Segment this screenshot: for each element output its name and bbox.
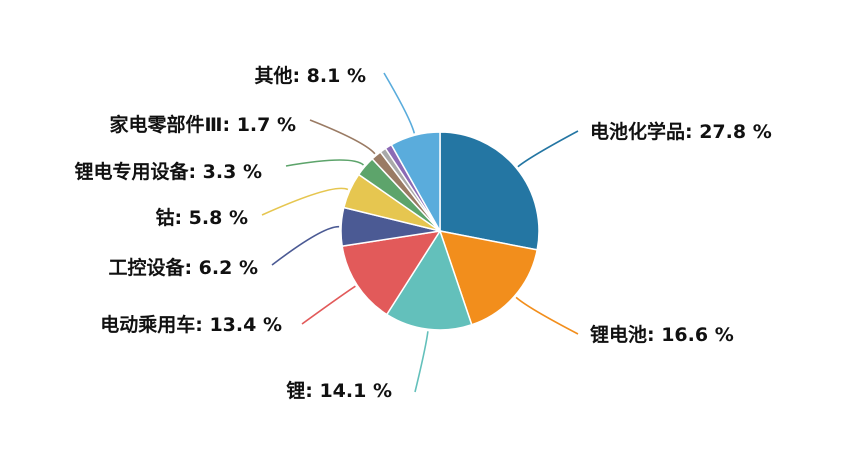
label-锂电专用设备: 锂电专用设备: 3.3 % [74,160,262,183]
leader-line [515,296,579,335]
leader-line [414,331,429,393]
leader-line [285,159,365,167]
pie-slices [340,131,540,331]
label-锂电池: 锂电池: 16.6 % [590,323,734,346]
pie-slice [439,131,540,251]
label-锂: 锂: 14.1 % [286,379,392,402]
label-电动乘用车: 电动乘用车: 13.4 % [100,313,282,336]
pie-slice [390,131,441,234]
leader-line [383,72,416,134]
label-其他: 其他: 8.1 % [254,64,366,87]
label-家电零部件Ⅲ: 家电零部件Ⅲ: 1.7 % [110,113,296,136]
label-钴: 钴: 5.8 % [155,206,248,229]
label-电池化学品: 电池化学品: 27.8 % [590,120,772,143]
leader-line [261,187,349,216]
leader-line [271,225,340,266]
leader-line [301,285,356,325]
slice-labels: 电池化学品: 27.8 % 锂电池: 16.6 % 锂: 14.1 % 电动乘用… [74,64,771,402]
leader-lines [261,72,579,393]
leader-line [517,130,579,168]
leader-line [309,119,376,155]
pie-slice [341,230,442,316]
pie-slice [385,229,473,331]
label-工控设备: 工控设备: 6.2 % [108,256,258,279]
